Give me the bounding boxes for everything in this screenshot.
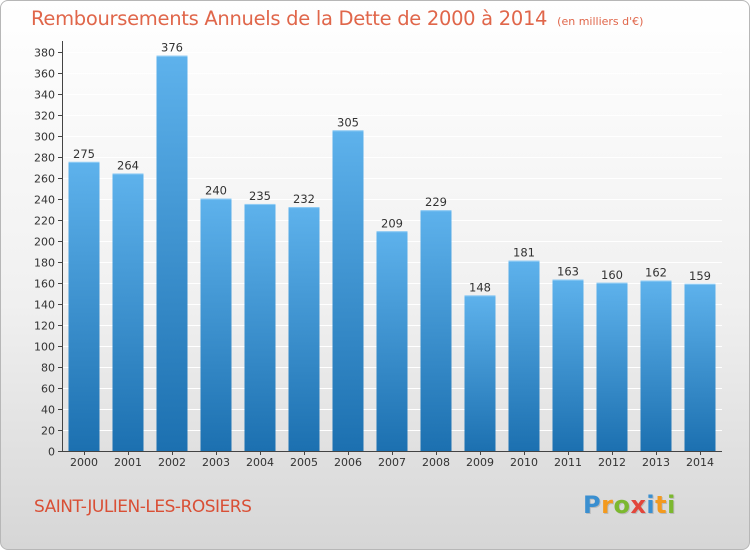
proxiti-logo: Proxiti — [583, 491, 676, 519]
y-tick-label: 80 — [41, 362, 55, 375]
y-tick-label: 140 — [34, 299, 55, 312]
value-label-2009: 148 — [469, 280, 491, 294]
logo-letter: x — [630, 491, 647, 519]
bar-2002 — [156, 55, 188, 451]
chart-title-text: Remboursements Annuels de la Dette de 20… — [31, 7, 548, 30]
bar-2001 — [112, 173, 144, 451]
value-label-2000: 275 — [73, 147, 95, 161]
x-tick-label-2006: 2006 — [334, 456, 362, 469]
logo-letter: o — [613, 491, 631, 519]
bar-2000 — [68, 161, 100, 451]
x-tick-label-2012: 2012 — [598, 456, 626, 469]
y-tick-label: 380 — [34, 47, 55, 60]
value-label-2005: 232 — [293, 192, 315, 206]
bar-2008 — [420, 210, 452, 451]
value-label-2001: 264 — [117, 158, 139, 172]
y-tick-label: 280 — [34, 152, 55, 165]
y-tick-label: 120 — [34, 320, 55, 333]
y-tick-label: 360 — [34, 68, 55, 81]
logo-letter: P — [583, 491, 602, 519]
value-label-2010: 181 — [513, 246, 535, 260]
x-tick-label-2000: 2000 — [70, 456, 98, 469]
bar-2005 — [288, 207, 320, 451]
y-tick-label: 320 — [34, 110, 55, 123]
y-tick-label: 180 — [34, 257, 55, 270]
value-label-2004: 235 — [249, 189, 271, 203]
bar-2004 — [244, 203, 276, 451]
value-label-2007: 209 — [381, 216, 403, 230]
bar-2012 — [596, 282, 628, 451]
y-tick-label: 100 — [34, 341, 55, 354]
value-label-2006: 305 — [337, 115, 359, 129]
value-label-2002: 376 — [161, 41, 183, 55]
x-tick-label-2011: 2011 — [554, 456, 582, 469]
y-tick-label: 260 — [34, 173, 55, 186]
x-tick-label-2009: 2009 — [466, 456, 494, 469]
y-tick-label: 0 — [48, 446, 55, 459]
x-tick-label-2003: 2003 — [202, 456, 230, 469]
y-tick-label: 340 — [34, 89, 55, 102]
bar-2010 — [508, 260, 540, 451]
y-tick-label: 300 — [34, 131, 55, 144]
logo-letter: i — [646, 491, 656, 519]
chart-unit-label: (en milliers d'€) — [557, 15, 644, 28]
x-tick-label-2002: 2002 — [158, 456, 186, 469]
bars — [68, 55, 716, 451]
value-label-2011: 163 — [557, 265, 579, 279]
y-tick-label: 160 — [34, 278, 55, 291]
bar-2006 — [332, 130, 364, 451]
commune-name: SAINT-JULIEN-LES-ROSIERS — [34, 497, 252, 517]
bar-2007 — [376, 231, 408, 451]
logo-letter: i — [667, 491, 676, 519]
logo-letter: t — [655, 491, 668, 519]
x-tick-label-2004: 2004 — [246, 456, 274, 469]
y-tick-label: 240 — [34, 194, 55, 207]
x-tick-label-2008: 2008 — [422, 456, 450, 469]
y-tick-label: 200 — [34, 236, 55, 249]
x-tick-label-2010: 2010 — [510, 456, 538, 469]
y-tick-label: 40 — [41, 404, 55, 417]
x-tick-label-2005: 2005 — [290, 456, 318, 469]
value-label-2012: 160 — [601, 268, 623, 282]
value-label-2008: 229 — [425, 195, 447, 209]
y-tick-label: 60 — [41, 383, 55, 396]
bar-2014 — [684, 283, 716, 451]
x-tick-label-2014: 2014 — [686, 456, 714, 469]
y-axis-ticks: 0 20 40 60 80 100 120 140 160 180 200 220 240 260 280 3… — [34, 47, 62, 459]
chart-title: Remboursements Annuels de la Dette de 20… — [31, 7, 643, 30]
x-tick-label-2013: 2013 — [642, 456, 670, 469]
bar-2009 — [464, 295, 496, 451]
value-label-2013: 162 — [645, 266, 667, 280]
bar-2013 — [640, 280, 672, 451]
value-labels: 275 264 376 240 235 232 305 209 229 148 181 163 160 1… — [73, 41, 711, 295]
y-tick-label: 20 — [41, 425, 55, 438]
x-tick-label-2001: 2001 — [114, 456, 142, 469]
bar-2003 — [200, 198, 232, 451]
bar-2011 — [552, 279, 584, 451]
x-axis-ticks: 2000 2001 2002 2003 2004 2005 2006 2007 2008 2009… — [70, 451, 714, 469]
value-label-2003: 240 — [205, 184, 227, 198]
logo-letter: r — [601, 491, 614, 519]
x-tick-label-2007: 2007 — [378, 456, 406, 469]
y-tick-label: 220 — [34, 215, 55, 228]
value-label-2014: 159 — [689, 269, 711, 283]
